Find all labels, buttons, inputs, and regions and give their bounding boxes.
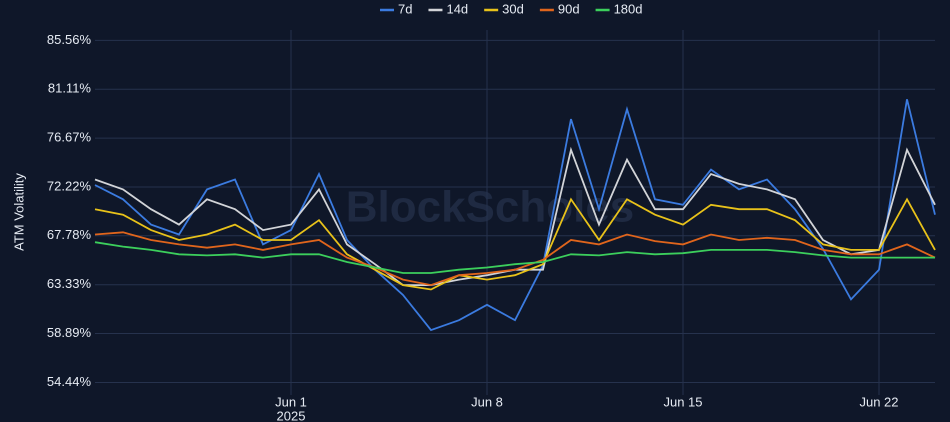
y-tick-label: 81.11% — [48, 81, 92, 96]
y-tick-label: 72.22% — [47, 178, 92, 193]
legend-label: 180d — [614, 1, 643, 16]
series-line — [94, 241, 935, 274]
series-line — [94, 99, 936, 332]
watermark: BlockScholes — [346, 183, 635, 232]
y-tick-label: 67.78% — [47, 227, 92, 242]
y-tick-label: 58.89% — [47, 325, 92, 340]
x-tick-label: Jun 1 — [275, 394, 307, 409]
x-tick-label: Jun 22 — [859, 394, 898, 409]
legend-label: 14d — [446, 1, 468, 16]
legend-label: 7d — [398, 1, 412, 16]
series-line — [94, 197, 936, 291]
y-tick-label: 85.56% — [47, 32, 92, 47]
legend-label: 90d — [558, 1, 580, 16]
y-tick-label: 76.67% — [47, 130, 92, 145]
x-tick-label: Jun 15 — [663, 394, 702, 409]
x-year-label: 2025 — [277, 408, 306, 422]
x-tick-label: Jun 8 — [471, 394, 503, 409]
y-tick-label: 63.33% — [47, 276, 92, 291]
y-axis-title: ATM Volatility — [11, 173, 26, 251]
legend-label: 30d — [502, 1, 524, 16]
y-tick-label: 54.44% — [47, 374, 92, 389]
series-line — [94, 231, 936, 287]
